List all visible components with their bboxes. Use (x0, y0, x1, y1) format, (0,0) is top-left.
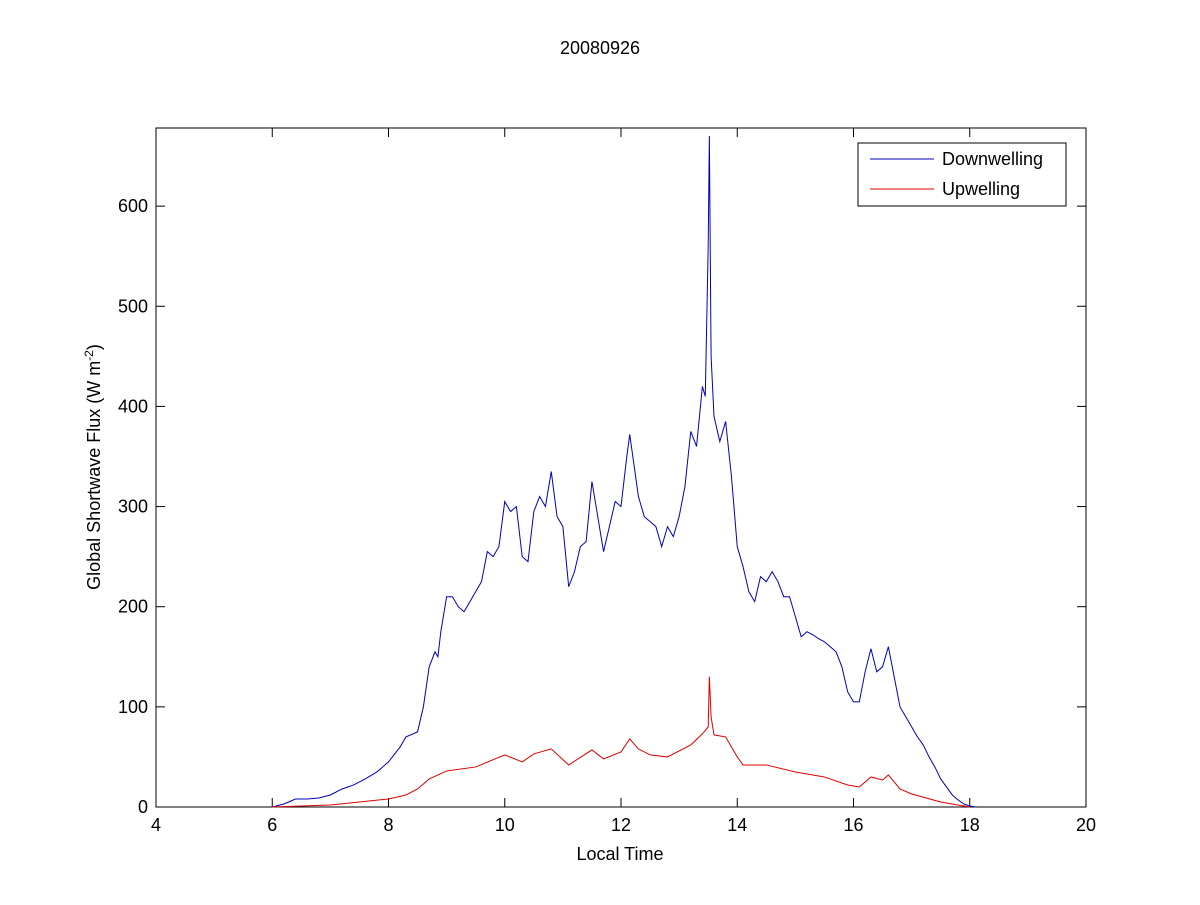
y-tick-label: 500 (118, 296, 148, 316)
y-label-sup: -2 (82, 350, 96, 361)
y-tick-label: 400 (118, 396, 148, 416)
x-axis-label: Local Time (576, 844, 663, 864)
data-line (272, 136, 976, 808)
legend-label: Upwelling (942, 179, 1020, 199)
x-tick-label: 18 (960, 815, 980, 835)
y-tick-label: 300 (118, 497, 148, 517)
y-label-suffix: ) (84, 344, 104, 350)
x-tick-label: 12 (611, 815, 631, 835)
legend-label: Downwelling (942, 149, 1043, 169)
x-tick-label: 8 (383, 815, 393, 835)
data-line (272, 676, 970, 808)
y-tick-label: 100 (118, 697, 148, 717)
y-axis-label: Global Shortwave Flux (W m-2) (82, 344, 104, 590)
x-tick-label: 16 (843, 815, 863, 835)
x-tick-label: 6 (267, 815, 277, 835)
legend-box (857, 142, 1067, 207)
plot-area (155, 127, 1087, 808)
chart-title: 20080926 (560, 38, 640, 58)
y-tick-label: 0 (138, 797, 148, 817)
y-label-text: Global Shortwave Flux (W m (84, 361, 104, 590)
x-tick-label: 14 (727, 815, 747, 835)
y-tick-label: 200 (118, 597, 148, 617)
y-tick-label: 600 (118, 196, 148, 216)
x-tick-label: 20 (1076, 815, 1096, 835)
x-tick-label: 4 (151, 815, 161, 835)
x-tick-label: 10 (495, 815, 515, 835)
